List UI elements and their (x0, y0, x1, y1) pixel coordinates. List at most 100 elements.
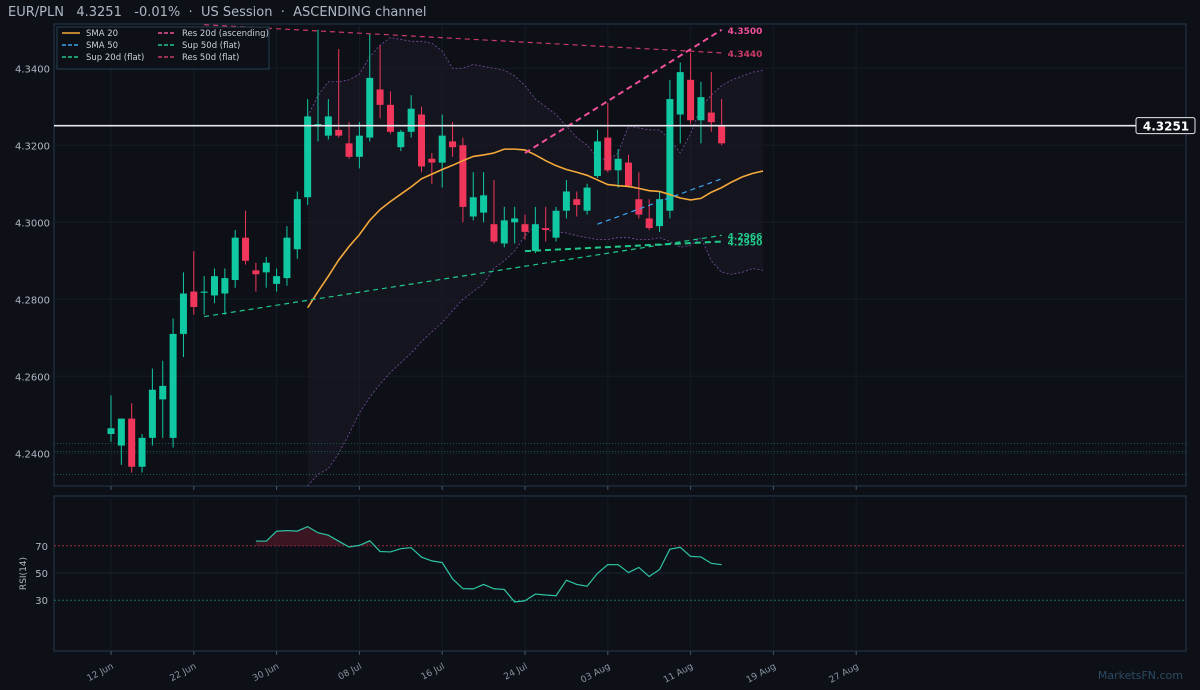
candle-body (345, 143, 353, 157)
candle-body (531, 224, 539, 252)
candle-body (480, 195, 488, 213)
legend-label: Res 20d (ascending) (182, 29, 269, 39)
x-tick-label: 03 Aug (579, 662, 612, 686)
sma20-line (306, 148, 764, 309)
candle-body (304, 116, 312, 198)
candle-body (273, 276, 281, 284)
y-tick-label: 4.2800 (15, 295, 50, 306)
rsi-tick-label: 70 (35, 542, 48, 553)
trendline (597, 178, 722, 225)
y-tick-label: 4.3200 (15, 141, 50, 152)
candle-body (407, 108, 415, 132)
candle-body (314, 124, 322, 126)
legend-label: Sup 20d (flat) (86, 53, 144, 63)
legend-label: Sup 50d (flat) (182, 41, 240, 51)
rsi-line (255, 525, 722, 603)
candle-body (697, 97, 705, 121)
x-tick-label: 12 Jun (86, 662, 116, 684)
rsi-axis-label: RSI(14) (19, 557, 29, 590)
candle-body (718, 126, 726, 144)
candle-body (656, 199, 664, 227)
trendline-label: 4.3440 (728, 50, 763, 60)
candle-body (159, 385, 167, 400)
y-tick-label: 4.2400 (15, 449, 50, 460)
candle-body (221, 278, 229, 294)
candle-body (335, 129, 343, 136)
candle-body (428, 158, 436, 163)
candle-body (397, 131, 405, 148)
legend: SMA 20 SMA 50 Sup 20d (flat) Res 20d (ascen… (56, 26, 270, 70)
legend-label: Res 50d (flat) (182, 53, 239, 63)
trendline-label: 4.2966 (728, 232, 763, 242)
candle-body (211, 276, 218, 296)
candle-body (262, 262, 270, 273)
candle-body (418, 114, 425, 167)
rsi-tick-label: 50 (35, 569, 48, 580)
candle-body (242, 237, 250, 261)
candle-body (645, 218, 653, 229)
candle-body (200, 291, 208, 293)
trendline (204, 234, 722, 318)
x-tick-label: 08 Jul (337, 662, 364, 683)
trendline (524, 240, 722, 253)
x-tick-label: 27 Aug (828, 662, 861, 686)
candle-body (490, 224, 498, 242)
legend-box (56, 26, 270, 70)
candle-body (252, 270, 260, 275)
candle-body (107, 428, 115, 435)
symbol-label: EUR/PLN (8, 5, 64, 20)
candle-body (583, 187, 591, 211)
change-label: -0.01% (134, 5, 181, 20)
candle-body (169, 333, 177, 438)
current-price-value: 4.3251 (1143, 120, 1189, 134)
legend-label: SMA 50 (86, 41, 118, 51)
y-tick-label: 4.2600 (15, 372, 50, 383)
current-price-tag (1135, 117, 1196, 135)
y-tick-label: 4.3000 (15, 218, 50, 229)
candle-body (635, 199, 643, 215)
candle-body (128, 418, 136, 467)
rsi-tick-label: 30 (35, 596, 48, 607)
x-tick-label: 19 Aug (745, 662, 778, 686)
candle-body (449, 141, 457, 148)
watermark: MarketsFN.com (1098, 669, 1183, 682)
x-tick-label: 16 Jul (420, 662, 447, 683)
candle-body (676, 72, 684, 115)
candle-body (283, 237, 291, 279)
candle-body (707, 112, 715, 123)
trendline (524, 28, 723, 154)
trendline-label: 4.3500 (728, 27, 763, 37)
candle-body (293, 199, 301, 250)
candle-body (614, 158, 622, 171)
rsi-overbought-fill (255, 526, 370, 546)
session-label: US Session (200, 5, 273, 20)
candle-body (438, 135, 446, 163)
price-label: 4.3251 (76, 5, 122, 20)
candle-body (138, 437, 146, 467)
rsi-panel: 30 50 70 RSI(14) (19, 495, 1187, 652)
candle-body (179, 293, 187, 334)
x-tick-label: 11 Aug (662, 662, 695, 686)
candle-body (469, 197, 477, 217)
candle-body (376, 89, 384, 105)
x-tick-label: 30 Jun (251, 662, 281, 684)
candle-body (231, 237, 239, 281)
candle-body (190, 291, 198, 307)
legend-label: SMA 20 (86, 29, 118, 39)
candle-body (625, 162, 632, 186)
bollinger-upper-line (307, 37, 764, 162)
candle-body (687, 79, 695, 121)
x-tick-label: 22 Jun (168, 662, 198, 684)
candle-body (117, 418, 125, 446)
candle-body (562, 191, 570, 211)
candle-body (604, 137, 612, 171)
chart-header: EUR/PLN 4.3251 -0.01% · US Session · ASC… (8, 5, 427, 20)
candle-body (500, 220, 508, 244)
pattern-label: ASCENDING channel (293, 5, 427, 20)
candle-body (666, 99, 674, 211)
candle-body (542, 228, 550, 230)
candle-body (573, 199, 581, 205)
x-tick-label: 24 Jul (502, 662, 529, 683)
candle-body (552, 210, 560, 238)
